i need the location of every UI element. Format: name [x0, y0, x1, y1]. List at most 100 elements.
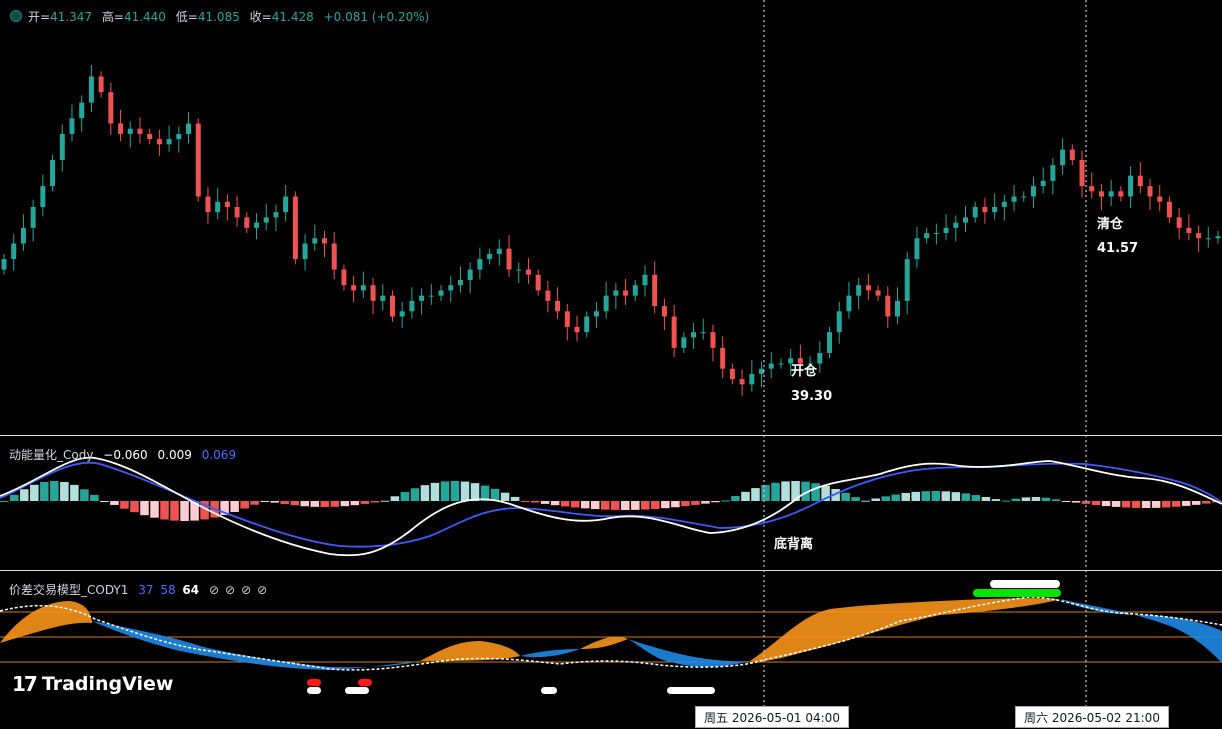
candle [79, 95, 85, 132]
slash-circle-icon: ⊘ [241, 583, 252, 597]
candle [467, 262, 473, 294]
cody-name[interactable]: 价差交易模型_CODY1 [9, 583, 129, 597]
candle [1186, 214, 1192, 241]
momentum-bar [971, 495, 981, 501]
momentum-bar [821, 485, 830, 501]
candle [419, 288, 425, 315]
candle [729, 363, 735, 385]
momentum-bar [1111, 501, 1121, 507]
candle [632, 280, 638, 301]
open-position-price: 39.30 [791, 389, 833, 404]
candle [943, 214, 949, 241]
high-label: 高= [101, 10, 124, 24]
candle [40, 174, 46, 217]
tradingview-logo[interactable]: 17 TradingView [12, 672, 173, 696]
candle [244, 212, 250, 234]
candle [428, 284, 434, 306]
momentum-bar [781, 481, 790, 501]
candle [283, 185, 289, 222]
candle [166, 125, 172, 152]
momentum-bar [711, 501, 720, 503]
momentum-bar [1191, 501, 1201, 505]
momentum-bar [580, 501, 590, 509]
momentum-bar [1031, 497, 1041, 501]
candle [1, 253, 7, 275]
time-axis[interactable]: 周五 2026-05-01 04:00 周六 2026-05-02 21:00 [0, 700, 1222, 728]
pane-separator-2[interactable] [0, 570, 1222, 571]
momentum-bar [921, 491, 931, 501]
cody-indicator-chart[interactable] [0, 571, 1222, 700]
symbol-status-icon [10, 10, 22, 22]
candle [263, 203, 269, 230]
momentum-pane[interactable]: 动能量化_Cody −0.060 0.009 0.069 底背离 [0, 436, 1222, 570]
candlestick-chart[interactable] [0, 0, 1222, 435]
price-pane[interactable]: 开=41.347 高=41.440 低=41.085 收=41.428 +0.0… [0, 0, 1222, 435]
bull-zone [420, 641, 520, 661]
momentum-bar [691, 501, 700, 505]
candle [895, 287, 901, 324]
low-value: 41.085 [197, 10, 240, 24]
candle [671, 305, 677, 358]
candle [574, 315, 580, 342]
momentum-bar [1131, 501, 1141, 508]
momentum-bar [550, 501, 560, 506]
candle [273, 204, 279, 231]
candle [642, 265, 648, 297]
candle [292, 191, 298, 265]
momentum-bar [1071, 501, 1081, 503]
momentum-bar [340, 501, 350, 507]
momentum-bar [1161, 501, 1171, 508]
candle [1030, 176, 1036, 208]
momentum-bar [450, 481, 460, 501]
momentum-bar [420, 485, 430, 501]
momentum-bar [400, 492, 410, 501]
candle [710, 324, 716, 362]
momentum-bar [360, 501, 370, 504]
momentum-bar [831, 489, 840, 501]
cody-pane[interactable]: 价差交易模型_CODY1 37 58 64 ⊘ ⊘ ⊘ ⊘ [0, 571, 1222, 700]
candle [88, 65, 94, 112]
momentum-bar [390, 496, 400, 501]
candle [827, 326, 833, 359]
pane-separator[interactable] [0, 435, 1222, 436]
momentum-bar [1041, 497, 1051, 501]
candle [885, 286, 891, 328]
candle [50, 154, 56, 192]
candle [564, 304, 570, 341]
candle [302, 234, 308, 271]
momentum-bar [611, 501, 620, 510]
momentum-bar [1201, 501, 1211, 504]
crosshair-time-label-1: 周五 2026-05-01 04:00 [695, 706, 849, 728]
momentum-name[interactable]: 动能量化_Cody [9, 448, 94, 462]
momentum-bar [600, 501, 610, 510]
candle [108, 82, 114, 135]
candle [69, 104, 75, 142]
tradingview-logo-text: TradingView [41, 673, 174, 695]
candle [59, 124, 65, 172]
signal-pill [667, 687, 715, 694]
candle [982, 197, 988, 224]
open-position-label: 开仓 [791, 364, 818, 379]
cody-legend: 价差交易模型_CODY1 37 58 64 ⊘ ⊘ ⊘ ⊘ [9, 581, 273, 598]
candle [525, 258, 531, 285]
candle [992, 193, 998, 220]
candle [720, 336, 726, 379]
momentum-bar [300, 501, 310, 507]
bull-zone [0, 601, 92, 643]
candle [865, 273, 871, 300]
momentum-bar [370, 501, 380, 503]
candle [321, 230, 327, 258]
candle [681, 332, 687, 354]
low-label: 低= [175, 10, 198, 24]
candle [1205, 226, 1211, 248]
close-position-price: 41.57 [1097, 241, 1139, 256]
momentum-bar [250, 501, 259, 505]
momentum-bar [540, 501, 550, 504]
momentum-value-3: 0.069 [201, 448, 237, 462]
candle [254, 213, 260, 240]
candle [487, 248, 493, 265]
candle [496, 239, 502, 266]
close-position-label: 清仓 [1097, 217, 1124, 232]
momentum-indicator-chart[interactable] [0, 436, 1222, 570]
candle [457, 266, 463, 293]
